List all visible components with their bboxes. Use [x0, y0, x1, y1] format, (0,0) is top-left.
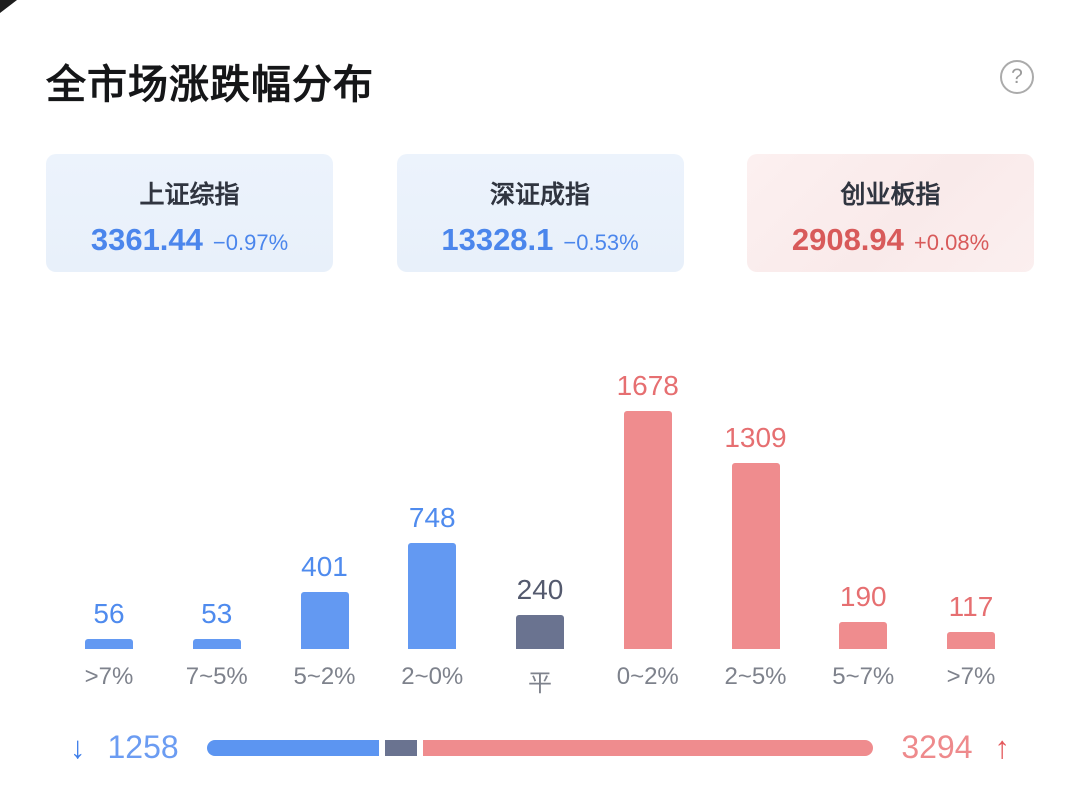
category-label: 0~2% [616, 663, 679, 690]
chart-column: 748 2~0% [381, 502, 483, 693]
index-change: +0.08% [913, 230, 990, 255]
chart-column: 56 >7% [58, 598, 160, 693]
bar-value-label: 1309 [724, 422, 787, 453]
bar-value-label: 1678 [616, 370, 679, 401]
bar [516, 615, 564, 649]
index-value: 13328.1 [441, 222, 554, 257]
index-change: −0.53% [563, 230, 639, 255]
category-label: 2~0% [401, 663, 464, 690]
ratio-bar-advance-segment [423, 739, 874, 756]
chart-column: 117 >7% [920, 591, 1022, 693]
help-icon[interactable]: ? [1000, 60, 1034, 94]
category-label: >7% [946, 663, 996, 690]
index-quote-row: 2908.94 +0.08% [747, 222, 1034, 258]
index-name: 深证成指 [489, 181, 590, 209]
bar-value-label: 56 [93, 598, 125, 629]
header: 全市场涨跌幅分布 ? [46, 52, 1034, 110]
bar [300, 592, 349, 649]
chart-column: 1678 0~2% [597, 370, 699, 693]
page-title: 全市场涨跌幅分布 [46, 63, 374, 107]
bar [192, 639, 241, 649]
bar [623, 411, 672, 649]
index-value: 3361.44 [90, 222, 203, 257]
up-arrow-icon: ↑ [994, 729, 1011, 765]
down-arrow-icon: ↓ [70, 729, 86, 765]
bar-value-label: 748 [408, 502, 456, 533]
category-label: 2~5% [724, 663, 787, 690]
chart-column: 1309 2~5% [705, 422, 807, 693]
chart-column: 401 5~2% [274, 551, 376, 693]
index-card-chinext[interactable]: 创业板指 2908.94 +0.08% [747, 154, 1034, 272]
index-card-shanghai[interactable]: 上证综指 3361.44 −0.97% [46, 154, 333, 272]
index-name: 上证综指 [139, 181, 240, 209]
index-quote-row: 13328.1 −0.53% [397, 222, 684, 258]
advance-decline-summary: ↓ 1258 3294 ↑ [46, 729, 1034, 766]
bar [731, 463, 780, 649]
ratio-bar-flat-segment [384, 739, 418, 756]
bar [85, 639, 133, 649]
index-cards: 上证综指 3361.44 −0.97% 深证成指 13328.1 −0.53% … [46, 154, 1034, 272]
bar-value-label: 53 [201, 598, 233, 629]
category-label: >7% [84, 663, 134, 690]
bar-value-label: 240 [516, 574, 564, 605]
advance-count: 3294 [901, 729, 973, 765]
index-quote-row: 3361.44 −0.97% [46, 222, 333, 258]
bar [408, 543, 457, 649]
category-label: 5~7% [832, 663, 895, 690]
bar [839, 622, 888, 649]
bar-value-label: 401 [301, 551, 348, 582]
bar [947, 632, 995, 649]
bar-value-label: 190 [839, 581, 887, 612]
index-card-shenzhen[interactable]: 深证成指 13328.1 −0.53% [396, 154, 684, 272]
bar-value-label: 117 [948, 591, 994, 622]
category-label: 7~5% [185, 663, 248, 690]
decline-count: 1258 [107, 729, 179, 765]
chart-column: 53 7~5% [166, 598, 268, 693]
index-change: −0.97% [212, 230, 289, 255]
category-label: 5~2% [293, 663, 356, 690]
category-label: 平 [528, 670, 552, 697]
chart-column: 190 5~7% [812, 581, 914, 693]
index-value: 2908.94 [791, 222, 904, 257]
advance-decline-ratio-bar [206, 739, 874, 756]
index-name: 创业板指 [840, 181, 941, 209]
chart-column: 240 平 [489, 574, 591, 697]
distribution-chart: 56 >7% 53 7~5% 401 5~2% 748 2~0% 240 平 1678 0~2% 130… [46, 370, 1034, 697]
corner-artifact [0, 0, 17, 13]
ratio-bar-decline-segment [206, 739, 379, 756]
